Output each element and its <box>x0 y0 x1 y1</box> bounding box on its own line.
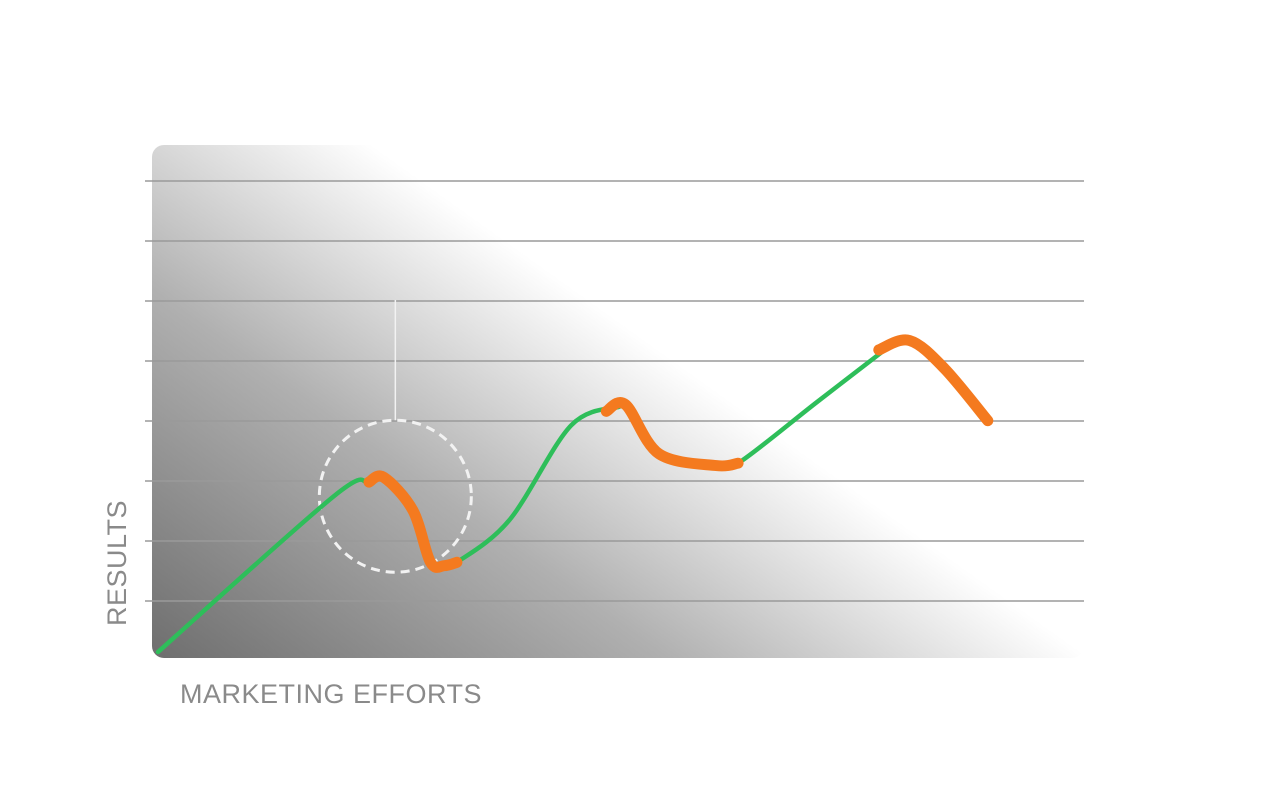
dip-line-segment <box>600 397 744 472</box>
grid-lines <box>145 180 1084 602</box>
annotation-circle <box>317 418 473 574</box>
x-axis-label: MARKETING EFFORTS <box>180 679 482 709</box>
dip-line-segment <box>363 470 463 573</box>
y-axis-label: RESULTS <box>102 500 132 626</box>
annotation-layer <box>317 300 473 574</box>
series-layer <box>155 334 994 655</box>
dip-line-segment <box>873 334 994 427</box>
